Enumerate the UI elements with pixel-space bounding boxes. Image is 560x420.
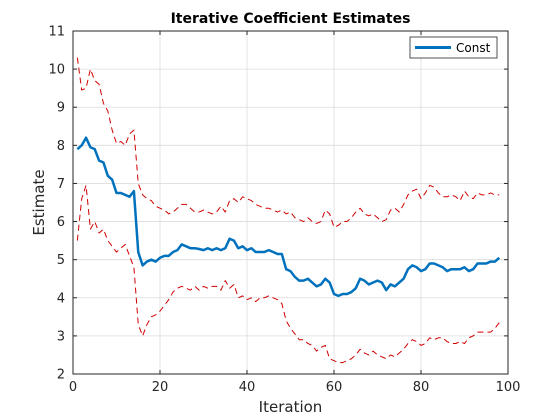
x-tick-label: 0 — [69, 380, 77, 395]
axes-box — [72, 30, 509, 375]
axis-ticks: 0 20 40 60 80 100 2 3 4 5 6 7 8 9 10 11 — [48, 25, 520, 396]
x-tick-label: 80 — [413, 380, 430, 395]
y-tick-label: 2 — [57, 368, 65, 383]
series-line-const — [76, 136, 501, 298]
lower-bound-line — [76, 184, 500, 364]
y-tick-label: 4 — [57, 291, 65, 306]
legend-entry-const: Const — [456, 41, 491, 55]
x-axis-label: Iteration — [259, 398, 323, 416]
plot-area — [73, 31, 508, 374]
y-tick-label: 6 — [57, 215, 65, 230]
grid-lines — [72, 30, 509, 375]
y-tick-label: 3 — [57, 329, 65, 344]
y-tick-label: 5 — [57, 253, 65, 268]
y-tick-label: 9 — [57, 101, 65, 116]
x-tick-label: 60 — [326, 380, 343, 395]
series-layer — [76, 57, 501, 364]
x-tick-label: 20 — [152, 380, 169, 395]
y-tick-label: 8 — [57, 139, 65, 154]
legend: Const — [409, 36, 498, 59]
y-axis-label: Estimate — [30, 169, 48, 235]
chart-title: Iterative Coefficient Estimates — [171, 11, 411, 27]
y-tick-label: 11 — [48, 25, 65, 40]
upper-bound-line — [76, 57, 500, 228]
legend-box — [409, 36, 498, 59]
y-tick-label: 10 — [48, 63, 65, 78]
y-tick-label: 7 — [57, 177, 65, 192]
x-tick-label: 100 — [496, 380, 521, 395]
x-tick-label: 40 — [239, 380, 256, 395]
